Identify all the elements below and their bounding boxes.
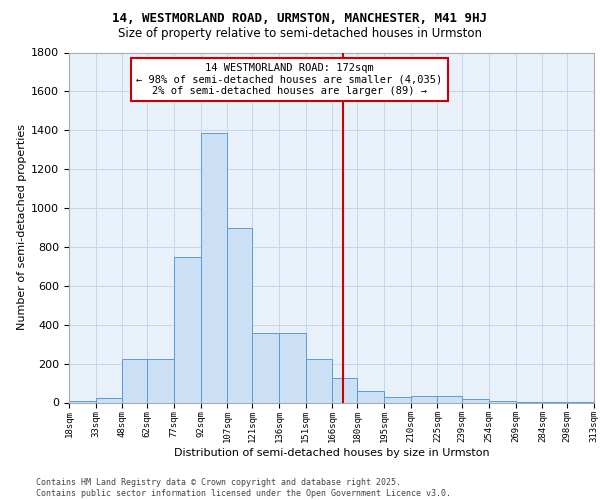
Bar bbox=[253, 332, 279, 402]
Text: 14, WESTMORLAND ROAD, URMSTON, MANCHESTER, M41 9HJ: 14, WESTMORLAND ROAD, URMSTON, MANCHESTE… bbox=[113, 12, 487, 26]
Text: Contains HM Land Registry data © Crown copyright and database right 2025.
Contai: Contains HM Land Registry data © Crown c… bbox=[36, 478, 451, 498]
Bar bbox=[384, 396, 410, 402]
Bar bbox=[174, 256, 200, 402]
Bar bbox=[489, 401, 515, 402]
Bar bbox=[358, 391, 384, 402]
Y-axis label: Number of semi-detached properties: Number of semi-detached properties bbox=[17, 124, 27, 330]
Bar bbox=[279, 332, 305, 402]
Text: Size of property relative to semi-detached houses in Urmston: Size of property relative to semi-detach… bbox=[118, 28, 482, 40]
Bar bbox=[437, 396, 463, 402]
Bar bbox=[95, 398, 122, 402]
Bar bbox=[200, 133, 227, 402]
X-axis label: Distribution of semi-detached houses by size in Urmston: Distribution of semi-detached houses by … bbox=[173, 448, 490, 458]
Bar bbox=[305, 359, 332, 403]
Bar bbox=[227, 228, 253, 402]
Bar bbox=[463, 398, 489, 402]
Bar bbox=[332, 378, 358, 402]
Bar bbox=[122, 359, 148, 403]
Bar bbox=[410, 396, 437, 402]
Bar bbox=[148, 359, 174, 403]
Bar bbox=[69, 400, 95, 402]
Text: 14 WESTMORLAND ROAD: 172sqm
← 98% of semi-detached houses are smaller (4,035)
2%: 14 WESTMORLAND ROAD: 172sqm ← 98% of sem… bbox=[136, 63, 443, 96]
